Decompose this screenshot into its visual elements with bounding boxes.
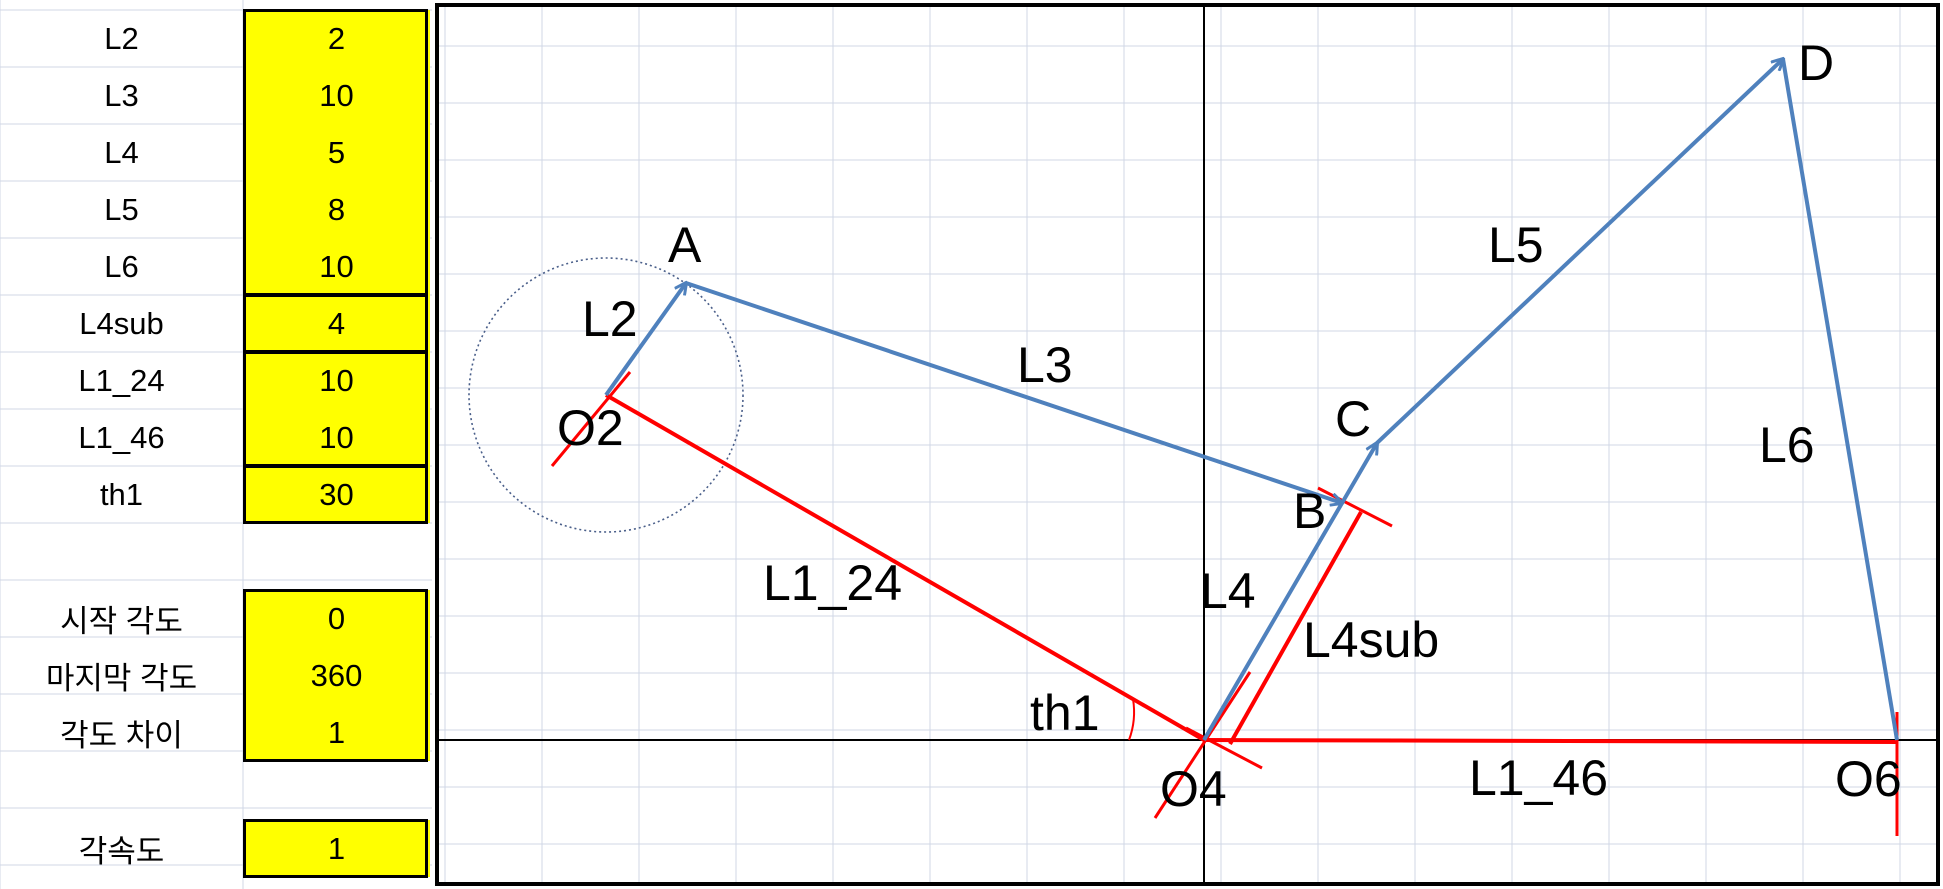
th1-angle-label: th1 (1030, 685, 1100, 741)
input-group-border (243, 819, 428, 878)
param-l1-46-label: L1_46 (78, 419, 165, 455)
param-l4sub-value-cell[interactable]: 4 (243, 295, 430, 352)
link-l3-label: L3 (1017, 337, 1073, 393)
angle-setting-0-label: 시작 각도 (60, 604, 183, 639)
point-o2-label: O2 (557, 400, 624, 456)
param-l5-value-cell[interactable]: 8 (243, 181, 430, 238)
input-group-border (243, 465, 428, 524)
l4sub-link (1228, 511, 1363, 745)
link-l4 (1202, 443, 1377, 742)
param-l6-row: L6 10 (0, 238, 432, 295)
linkage-diagram-frame (435, 3, 1940, 886)
angle-setting-1-value-cell[interactable]: 360 (243, 647, 430, 704)
param-l1-24-row: L1_24 10 (0, 352, 432, 409)
link-l4sub-label: L4sub (1303, 612, 1439, 668)
param-th1-label: th1 (99, 476, 144, 512)
point-a-label: A (668, 217, 702, 273)
link-l5 (1375, 59, 1783, 445)
angle-setting-0-value-cell[interactable]: 0 (243, 590, 430, 647)
param-l2-label: L2 (104, 20, 139, 56)
angle-setting-2-value-cell[interactable]: 1 (243, 704, 430, 761)
angle-setting-1-row: 마지막 각도 360 (0, 647, 432, 704)
param-l4sub-row: L4sub 4 (0, 295, 432, 352)
angle-setting-0-row: 시작 각도 0 (0, 590, 432, 647)
point-b-label: B (1293, 483, 1326, 539)
param-l1-24-value-cell[interactable]: 10 (243, 352, 430, 409)
param-l1-46-value-cell[interactable]: 10 (243, 409, 430, 466)
param-l5-row: L5 8 (0, 181, 432, 238)
angle-setting-1-label: 마지막 각도 (45, 661, 198, 696)
link-l2 (604, 283, 686, 397)
point-d-label: D (1798, 35, 1834, 91)
o4-ground-tick-2 (1185, 726, 1263, 770)
link-l5-label: L5 (1488, 217, 1544, 273)
crank-path-circle (468, 257, 744, 533)
link-l1-24-label: L1_24 (763, 555, 902, 611)
param-l1-46-row: L1_46 10 (0, 409, 432, 466)
o2-ground-tick (550, 371, 632, 467)
link-l4-label: L4 (1200, 563, 1256, 619)
link-l2-label: L2 (582, 291, 638, 347)
param-l6-value-cell[interactable]: 10 (243, 238, 430, 295)
param-th1-row: th1 30 (0, 466, 432, 523)
input-group-border (243, 589, 428, 762)
o4-ground-tick (1153, 671, 1252, 819)
link-l6 (1781, 58, 1899, 741)
angle-setting-2-label: 각도 차이 (60, 718, 183, 753)
param-l4-row: L4 5 (0, 124, 432, 181)
param-l3-value-cell[interactable]: 10 (243, 67, 430, 124)
angular-velocity-value-cell[interactable]: 1 (243, 820, 430, 877)
param-l1-24-label: L1_24 (78, 362, 165, 398)
link-l6-label: L6 (1759, 417, 1815, 473)
ground-link-l1-24 (605, 393, 1205, 742)
link-l3 (685, 281, 1342, 503)
point-o6-label: O6 (1835, 751, 1902, 807)
angular-velocity-row: 각속도 1 (0, 820, 432, 877)
param-l2-row: L2 2 (0, 10, 432, 67)
param-l4-value-cell[interactable]: 5 (243, 124, 430, 181)
point-c-label: C (1335, 391, 1371, 447)
param-th1-value-cell[interactable]: 30 (243, 466, 430, 523)
param-l5-label: L5 (104, 191, 139, 227)
point-o4-label: O4 (1160, 761, 1227, 817)
param-l3-row: L3 10 (0, 67, 432, 124)
angular-velocity-label: 각속도 (78, 834, 165, 869)
param-l2-value-cell[interactable]: 2 (243, 10, 430, 67)
link-l1-46-label: L1_46 (1469, 750, 1608, 806)
param-l6-label: L6 (104, 248, 139, 284)
param-l3-label: L3 (104, 77, 139, 113)
th1-angle-arc (1128, 698, 1136, 741)
param-l4sub-label: L4sub (79, 305, 164, 341)
ground-link-l1-46 (1203, 738, 1898, 744)
angle-setting-2-row: 각도 차이 1 (0, 704, 432, 761)
param-l4-label: L4 (104, 134, 139, 170)
